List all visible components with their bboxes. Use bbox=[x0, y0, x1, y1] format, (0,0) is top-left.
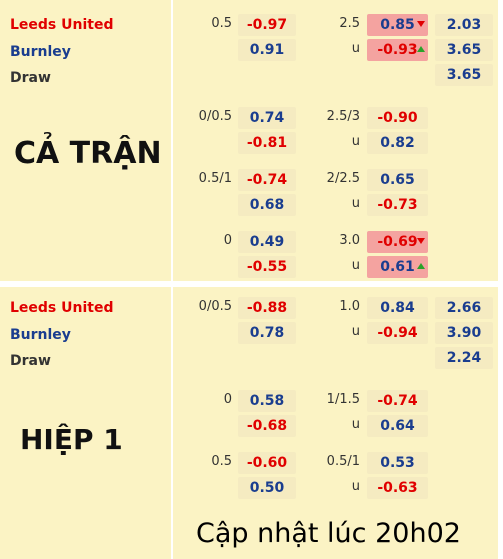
home-win-odds[interactable]: 2.03 bbox=[435, 14, 493, 36]
handicap-away-odds[interactable]: -0.81 bbox=[238, 132, 296, 154]
home-team-name: Leeds United bbox=[10, 300, 114, 316]
update-time-caption: Cập nhật lúc 20h02 bbox=[196, 518, 461, 549]
over-under-line: 3.0 bbox=[339, 233, 360, 248]
handicap-line: 0.5/1 bbox=[198, 171, 232, 186]
home-win-odds[interactable]: 2.66 bbox=[435, 297, 493, 319]
handicap-away-odds[interactable]: -0.68 bbox=[238, 415, 296, 437]
under-odds[interactable]: -0.94 bbox=[367, 322, 428, 344]
handicap-home-odds[interactable]: -0.60 bbox=[238, 452, 296, 474]
over-odds-value: 0.85 bbox=[380, 17, 415, 33]
over-under-line: 0.5/1 bbox=[326, 454, 360, 469]
column-divider bbox=[171, 0, 173, 281]
section-divider bbox=[0, 281, 503, 287]
over-odds[interactable]: -0.74 bbox=[367, 390, 428, 412]
under-label: u bbox=[351, 196, 360, 211]
away-win-odds[interactable]: 3.65 bbox=[435, 39, 493, 61]
under-odds[interactable]: 0.61 bbox=[367, 256, 428, 278]
under-label: u bbox=[351, 258, 360, 273]
away-win-odds[interactable]: 3.90 bbox=[435, 322, 493, 344]
draw-label: Draw bbox=[10, 70, 51, 86]
handicap-home-odds[interactable]: 0.74 bbox=[238, 107, 296, 129]
right-edge bbox=[498, 0, 503, 559]
handicap-line: 0/0.5 bbox=[198, 109, 232, 124]
handicap-away-odds[interactable]: 0.50 bbox=[238, 477, 296, 499]
under-label: u bbox=[351, 479, 360, 494]
away-team-name: Burnley bbox=[10, 327, 71, 343]
under-label: u bbox=[351, 324, 360, 339]
section-title-full-match: CẢ TRẬN bbox=[14, 136, 162, 171]
arrow-down-icon bbox=[417, 21, 425, 27]
over-odds[interactable]: 0.65 bbox=[367, 169, 428, 191]
draw-label: Draw bbox=[10, 353, 51, 369]
over-odds[interactable]: -0.69 bbox=[367, 231, 428, 253]
handicap-away-odds[interactable]: 0.91 bbox=[238, 39, 296, 61]
draw-odds[interactable]: 3.65 bbox=[435, 64, 493, 86]
away-team-name: Burnley bbox=[10, 44, 71, 60]
home-team-name: Leeds United bbox=[10, 17, 114, 33]
handicap-line: 0.5 bbox=[211, 16, 232, 31]
column-divider bbox=[171, 287, 173, 559]
handicap-home-odds[interactable]: 0.49 bbox=[238, 231, 296, 253]
handicap-line: 0/0.5 bbox=[198, 299, 232, 314]
handicap-home-odds[interactable]: 0.58 bbox=[238, 390, 296, 412]
under-label: u bbox=[351, 417, 360, 432]
over-under-line: 1/1.5 bbox=[326, 392, 360, 407]
arrow-down-icon bbox=[417, 238, 425, 244]
under-odds[interactable]: 0.64 bbox=[367, 415, 428, 437]
under-odds[interactable]: -0.63 bbox=[367, 477, 428, 499]
handicap-away-odds[interactable]: 0.78 bbox=[238, 322, 296, 344]
over-odds[interactable]: -0.90 bbox=[367, 107, 428, 129]
handicap-home-odds[interactable]: -0.97 bbox=[238, 14, 296, 36]
over-odds[interactable]: 0.84 bbox=[367, 297, 428, 319]
handicap-home-odds[interactable]: -0.74 bbox=[238, 169, 296, 191]
over-under-line: 1.0 bbox=[339, 299, 360, 314]
under-label: u bbox=[351, 41, 360, 56]
under-label: u bbox=[351, 134, 360, 149]
handicap-away-odds[interactable]: -0.55 bbox=[238, 256, 296, 278]
section-title-first-half: HIỆP 1 bbox=[20, 423, 123, 456]
under-odds-value: -0.93 bbox=[377, 42, 418, 58]
over-under-line: 2/2.5 bbox=[326, 171, 360, 186]
handicap-line: 0.5 bbox=[211, 454, 232, 469]
arrow-up-icon bbox=[417, 46, 425, 52]
handicap-line: 0 bbox=[223, 392, 232, 407]
handicap-home-odds[interactable]: -0.88 bbox=[238, 297, 296, 319]
under-odds[interactable]: -0.73 bbox=[367, 194, 428, 216]
draw-odds[interactable]: 2.24 bbox=[435, 347, 493, 369]
over-odds[interactable]: 0.53 bbox=[367, 452, 428, 474]
under-odds-value: 0.61 bbox=[380, 259, 415, 275]
handicap-line: 0 bbox=[223, 233, 232, 248]
arrow-up-icon bbox=[417, 263, 425, 269]
over-under-line: 2.5 bbox=[339, 16, 360, 31]
under-odds[interactable]: 0.82 bbox=[367, 132, 428, 154]
handicap-away-odds[interactable]: 0.68 bbox=[238, 194, 296, 216]
over-odds-value: -0.69 bbox=[377, 234, 418, 250]
under-odds[interactable]: -0.93 bbox=[367, 39, 428, 61]
over-odds[interactable]: 0.85 bbox=[367, 14, 428, 36]
over-under-line: 2.5/3 bbox=[326, 109, 360, 124]
